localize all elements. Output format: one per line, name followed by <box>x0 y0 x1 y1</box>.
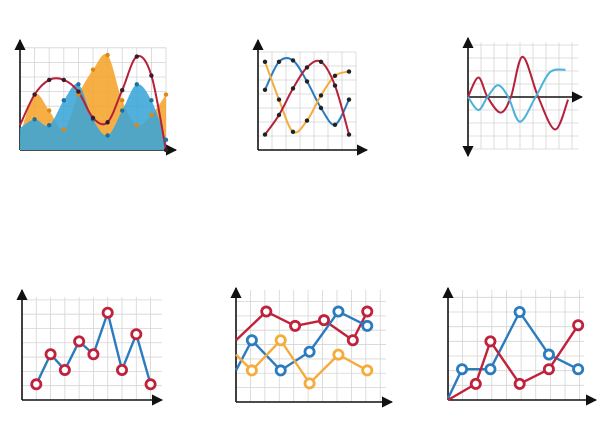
marker <box>289 319 302 332</box>
marker <box>513 305 526 318</box>
marker <box>262 59 268 64</box>
marker <box>572 319 585 332</box>
marker <box>332 73 338 79</box>
marker <box>304 79 310 84</box>
marker <box>484 335 497 348</box>
marker <box>346 69 352 74</box>
marker <box>120 108 125 113</box>
marker <box>134 54 139 59</box>
marker <box>276 112 282 118</box>
marker <box>318 59 324 64</box>
marker <box>120 87 125 93</box>
marker <box>105 133 110 138</box>
marker <box>260 305 273 318</box>
marker <box>542 348 555 361</box>
marker <box>120 98 125 103</box>
marker <box>58 363 71 376</box>
marker <box>134 122 139 128</box>
marker <box>303 345 316 358</box>
marker <box>76 82 81 87</box>
marker <box>47 77 52 83</box>
marker <box>346 97 352 102</box>
marker <box>134 82 139 87</box>
marker <box>274 334 287 347</box>
marker <box>144 378 157 391</box>
chart <box>442 286 598 406</box>
line <box>447 324 580 402</box>
marker <box>130 328 143 341</box>
marker <box>304 118 310 123</box>
chart <box>252 38 369 156</box>
marker <box>245 334 258 347</box>
marker <box>361 319 374 332</box>
marker <box>163 137 169 142</box>
chart <box>462 36 584 158</box>
marker <box>44 348 57 361</box>
marker <box>484 363 497 376</box>
marker <box>245 364 258 377</box>
marker <box>513 377 526 390</box>
marker <box>332 122 338 128</box>
marker <box>105 52 110 58</box>
marker <box>332 348 345 361</box>
marker <box>163 147 169 153</box>
marker <box>101 306 114 319</box>
marker <box>76 89 81 94</box>
marker <box>290 129 296 134</box>
marker <box>105 120 110 125</box>
marker <box>61 127 66 132</box>
marker <box>572 363 585 376</box>
marker <box>30 378 43 391</box>
marker <box>303 377 316 390</box>
marker <box>469 377 482 390</box>
marker <box>262 132 268 137</box>
marker <box>61 98 66 103</box>
marker <box>346 334 359 347</box>
marker <box>318 105 324 111</box>
marker <box>276 59 282 64</box>
marker <box>87 348 100 361</box>
marker <box>47 122 52 128</box>
marker <box>332 305 345 318</box>
marker <box>73 335 86 348</box>
marker <box>149 98 154 103</box>
marker <box>149 73 154 78</box>
marker <box>163 92 169 97</box>
marker <box>304 65 310 70</box>
marker <box>317 314 330 327</box>
marker <box>90 67 96 72</box>
marker <box>361 364 374 377</box>
marker <box>90 115 96 121</box>
marker <box>262 87 268 93</box>
marker <box>361 305 374 318</box>
line <box>467 68 566 123</box>
area <box>20 83 166 150</box>
line <box>235 339 368 385</box>
marker <box>318 93 324 98</box>
marker <box>116 363 129 376</box>
marker <box>290 58 296 63</box>
marker <box>346 132 352 137</box>
marker <box>276 97 282 102</box>
chart <box>16 288 164 406</box>
marker <box>32 117 37 122</box>
marker <box>542 363 555 376</box>
marker <box>332 83 338 88</box>
chart <box>14 38 178 156</box>
marker <box>61 77 66 83</box>
chart <box>230 286 394 408</box>
marker <box>149 112 154 118</box>
marker <box>32 92 37 97</box>
marker <box>290 86 296 91</box>
marker <box>47 108 52 113</box>
marker <box>456 363 469 376</box>
line <box>467 55 570 131</box>
marker <box>274 364 287 377</box>
